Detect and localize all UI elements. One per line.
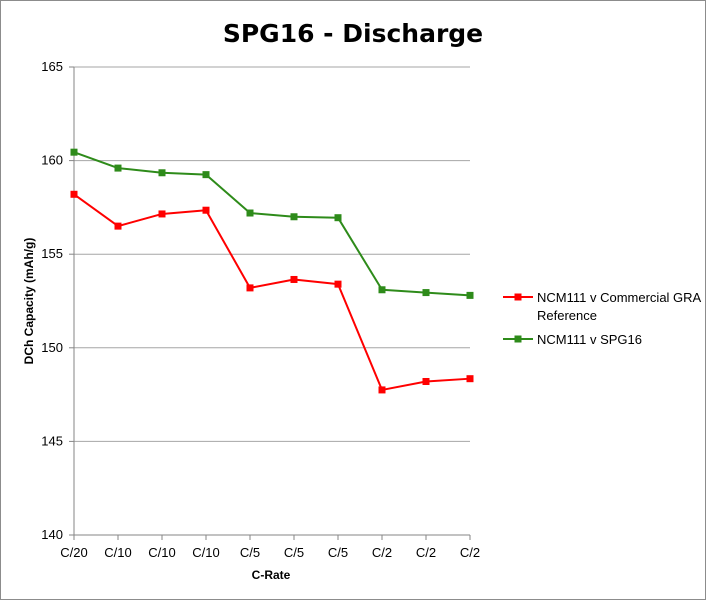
series-0-point-1 [114, 222, 122, 230]
legend-label-0-0: NCM111 v Commercial GRA [537, 290, 702, 305]
legend-label-0-1: Reference [537, 308, 597, 323]
x-axis-title: C-Rate [252, 568, 291, 582]
series-1 [70, 148, 474, 299]
y-tick-label-165: 165 [41, 59, 63, 74]
series-0-point-2 [158, 210, 166, 218]
y-tick-label-140: 140 [41, 527, 63, 542]
series-1-point-0 [70, 148, 78, 156]
axes [69, 66, 471, 540]
series-0-point-4 [246, 284, 254, 292]
series-0 [70, 190, 474, 394]
y-tick-label-160: 160 [41, 153, 63, 168]
x-tick-label-4: C/5 [240, 545, 260, 560]
series-1-point-9 [466, 291, 474, 299]
series-0-point-9 [466, 375, 474, 383]
legend-marker-0 [514, 293, 522, 301]
chart-title: SPG16 - Discharge [223, 19, 483, 48]
x-tick-label-6: C/5 [328, 545, 348, 560]
y-axis-title: DCh Capacity (mAh/g) [22, 238, 36, 365]
y-tick-label-150: 150 [41, 340, 63, 355]
x-tick-label-3: C/10 [192, 545, 219, 560]
series-0-point-3 [202, 206, 210, 214]
gridlines [74, 66, 470, 442]
series-0-point-0 [70, 190, 78, 198]
legend-label-1-0: NCM111 v SPG16 [537, 332, 642, 347]
series-1-point-7 [378, 286, 386, 294]
x-tick-label-2: C/10 [148, 545, 175, 560]
x-tick-label-7: C/2 [372, 545, 392, 560]
x-tick-label-5: C/5 [284, 545, 304, 560]
legend: NCM111 v Commercial GRA Reference NCM111 v… [503, 290, 702, 347]
y-tick-label-145: 145 [41, 433, 63, 448]
x-tick-label-9: C/2 [460, 545, 480, 560]
series-1-point-3 [202, 171, 210, 179]
series-1-point-1 [114, 164, 122, 172]
series-0-point-6 [334, 280, 342, 288]
x-tick-label-1: C/10 [104, 545, 131, 560]
series-1-point-6 [334, 214, 342, 222]
x-tick-labels: C/20 C/10 C/10 C/10 C/5 C/5 C/5 C/2 C/2 C/2 [60, 545, 480, 560]
series-0-point-5 [290, 275, 298, 283]
series-1-point-5 [290, 213, 298, 221]
y-tick-label-155: 155 [41, 246, 63, 261]
series-1-point-4 [246, 209, 254, 217]
legend-marker-1 [514, 335, 522, 343]
series-group [70, 148, 474, 394]
series-1-point-8 [422, 289, 430, 297]
series-1-line [73, 151, 471, 297]
x-tick-label-0: C/20 [60, 545, 87, 560]
series-1-point-2 [158, 169, 166, 177]
x-tick-label-8: C/2 [416, 545, 436, 560]
series-0-point-7 [378, 386, 386, 394]
y-tick-labels: 140 145 150 155 160 165 [41, 59, 63, 542]
series-0-point-8 [422, 377, 430, 385]
series-0-line [73, 193, 471, 391]
